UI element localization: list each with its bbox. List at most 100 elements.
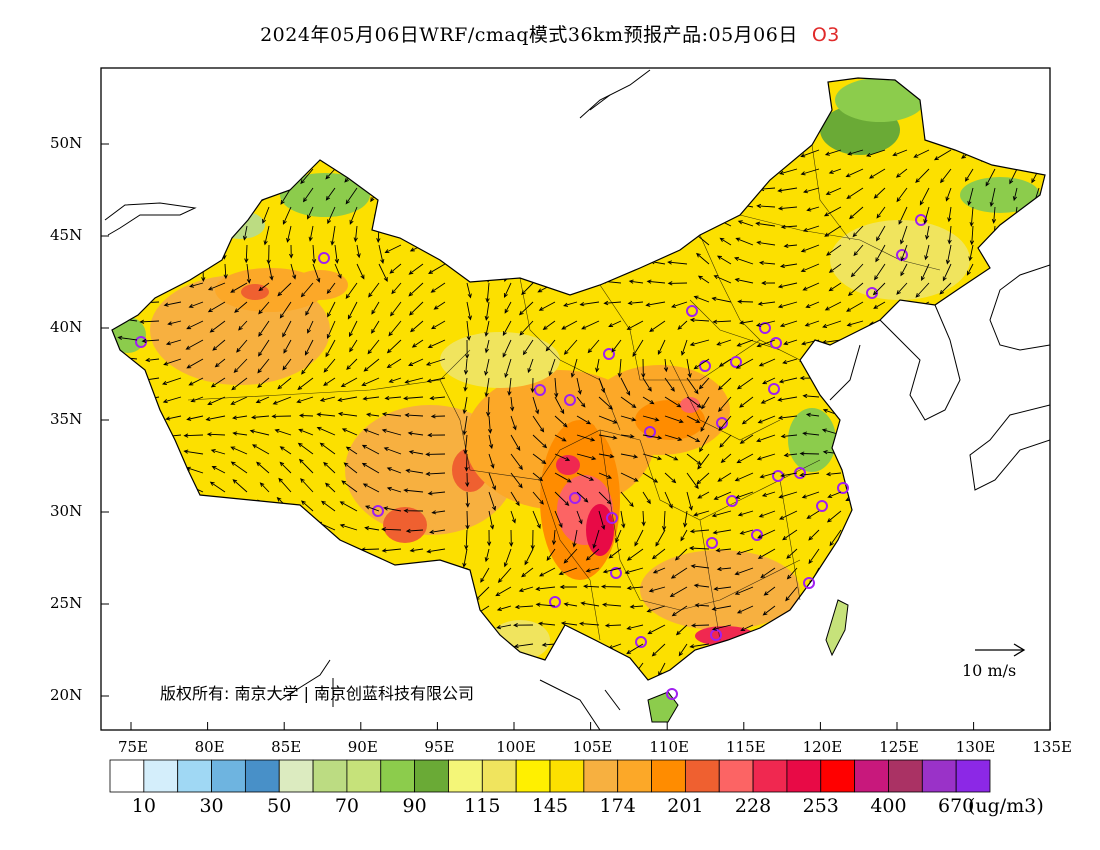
wind-arrow bbox=[756, 203, 776, 209]
wind-arrow bbox=[700, 415, 710, 433]
station-marker bbox=[759, 322, 771, 334]
wind-arrow bbox=[381, 428, 402, 436]
wind-arrow bbox=[711, 296, 732, 303]
wind-arrow bbox=[263, 225, 270, 246]
wind-arrow bbox=[735, 358, 754, 369]
wind-arrow bbox=[277, 282, 292, 297]
lon-label: 95E bbox=[424, 738, 455, 756]
wind-arrow bbox=[484, 320, 490, 337]
wind-arrow bbox=[519, 320, 534, 336]
wind-arrow bbox=[433, 301, 446, 310]
wind-arrow bbox=[408, 450, 424, 455]
wind-arrow bbox=[538, 567, 556, 577]
wind-arrow bbox=[693, 510, 710, 517]
wind-arrow bbox=[362, 483, 380, 493]
wind-arrow bbox=[391, 282, 402, 295]
lat-label: 20N bbox=[50, 686, 83, 704]
wind-arrow bbox=[617, 358, 622, 378]
wind-arrow bbox=[209, 320, 226, 333]
wind-arrow bbox=[924, 244, 930, 261]
wind-arrow bbox=[967, 187, 974, 206]
wind-arrow bbox=[664, 491, 673, 509]
wind-arrow bbox=[538, 301, 556, 311]
wind-arrow bbox=[183, 449, 204, 455]
colorbar-swatch bbox=[718, 759, 754, 793]
station-marker bbox=[534, 384, 546, 396]
wind-arrow bbox=[736, 605, 754, 614]
wind-arrow bbox=[188, 377, 204, 386]
wind-arrow bbox=[779, 510, 798, 520]
wind-arrow bbox=[828, 282, 842, 292]
wind-arrow bbox=[826, 244, 842, 256]
wind-arrow bbox=[713, 491, 732, 500]
wind-arrow bbox=[304, 339, 314, 356]
wind-arrow bbox=[779, 320, 798, 328]
wind-arrow bbox=[664, 453, 679, 461]
wind-arrow bbox=[272, 396, 292, 405]
wind-arrow bbox=[431, 510, 446, 515]
wind-arrow bbox=[325, 339, 336, 358]
wind-arrow bbox=[206, 432, 226, 437]
wind-arrow bbox=[579, 301, 600, 307]
wind-arrow bbox=[825, 471, 842, 477]
wind-arrow bbox=[521, 282, 534, 296]
wind-arrow bbox=[778, 377, 798, 384]
wind-arrow bbox=[674, 548, 688, 561]
wind-arrow bbox=[736, 453, 754, 464]
wind-arrow bbox=[598, 396, 614, 410]
wind-arrow bbox=[641, 358, 646, 379]
wind-arrow bbox=[563, 548, 578, 564]
wind-arrow bbox=[642, 472, 659, 483]
wind-arrow bbox=[800, 244, 820, 253]
wind-arrow bbox=[646, 279, 666, 284]
colorbar-swatch bbox=[380, 759, 416, 793]
wind-arrow bbox=[713, 586, 732, 591]
wind-arrow bbox=[945, 244, 952, 265]
wind-arrow bbox=[349, 320, 358, 338]
wind-arrow bbox=[667, 281, 688, 286]
wind-arrow bbox=[363, 358, 380, 372]
colorbar-swatch bbox=[888, 759, 923, 793]
station-marker bbox=[716, 417, 728, 429]
wind-arrow bbox=[576, 472, 595, 481]
wind-arrow bbox=[576, 377, 582, 395]
wind-arrow bbox=[408, 301, 424, 316]
wind-arrow bbox=[847, 282, 864, 296]
lat-label: 40N bbox=[50, 318, 83, 336]
wind-arrow bbox=[532, 453, 547, 465]
wind-arrow bbox=[693, 295, 710, 303]
wind-arrow bbox=[356, 263, 365, 280]
colorbar-swatch bbox=[549, 759, 585, 793]
station-marker bbox=[768, 383, 780, 395]
wind-arrow bbox=[587, 339, 600, 354]
wind-arrow bbox=[670, 567, 688, 579]
wind-arrow bbox=[602, 602, 622, 607]
wind-arrow bbox=[686, 358, 692, 379]
wind-arrow bbox=[786, 567, 798, 580]
wind-arrow bbox=[620, 377, 631, 396]
wind-arrow bbox=[620, 434, 635, 439]
wind-arrow bbox=[232, 415, 248, 420]
wind-arrow bbox=[404, 377, 424, 384]
wind-arrow bbox=[969, 206, 974, 227]
colorbar-unit: (ug/m3) bbox=[968, 795, 1044, 817]
wind-arrow bbox=[669, 586, 688, 598]
station-marker bbox=[606, 512, 618, 524]
wind-arrow bbox=[324, 482, 336, 493]
wind-arrow bbox=[757, 529, 776, 539]
wind-arrow bbox=[657, 339, 666, 356]
wind-arrow bbox=[345, 187, 358, 205]
wind-scale-label: 10 m/s bbox=[962, 661, 1017, 680]
wind-arrow bbox=[942, 263, 952, 282]
wind-arrow bbox=[326, 320, 336, 339]
wind-arrow bbox=[465, 491, 470, 508]
wind-arrow bbox=[323, 377, 336, 386]
wind-arrow bbox=[535, 602, 556, 607]
wind-arrow bbox=[249, 429, 270, 436]
wind-arrow bbox=[828, 263, 842, 273]
wind-arrow bbox=[598, 472, 613, 479]
wind-arrow bbox=[117, 335, 138, 341]
station-marker bbox=[699, 360, 711, 372]
wind-arrow bbox=[759, 472, 776, 479]
wind-arrow bbox=[246, 263, 252, 284]
